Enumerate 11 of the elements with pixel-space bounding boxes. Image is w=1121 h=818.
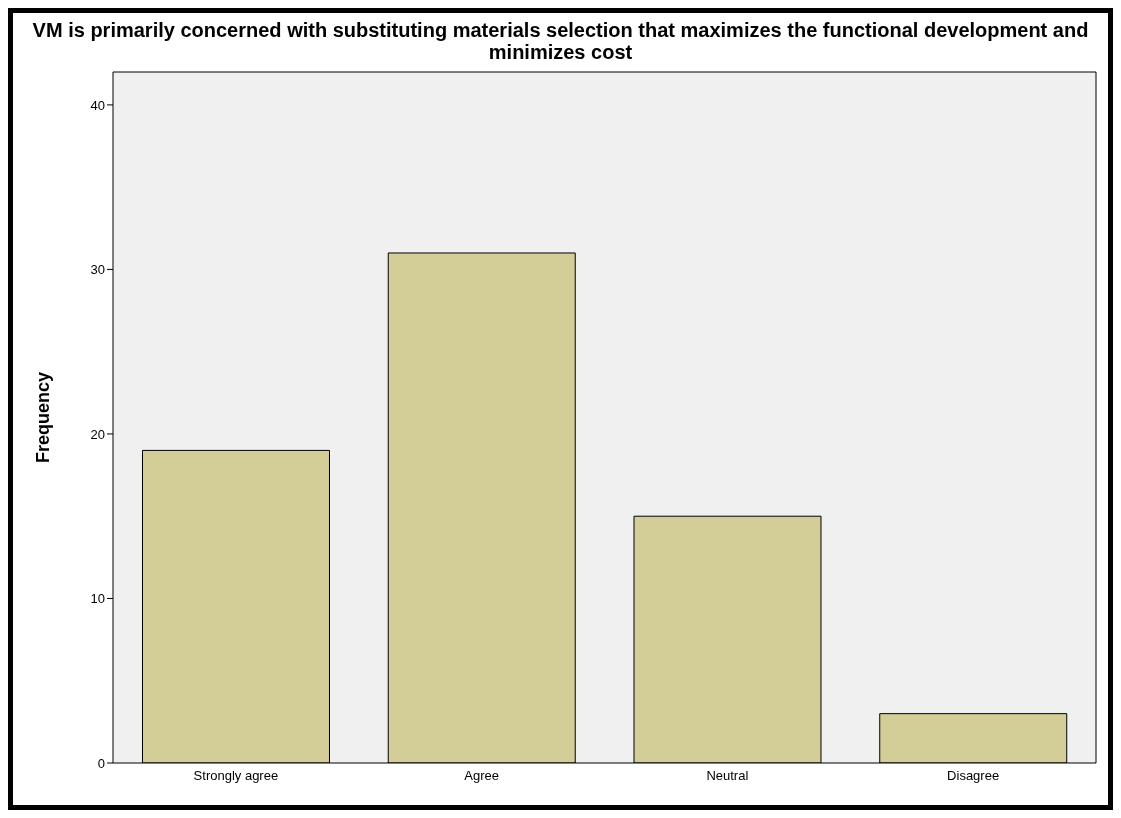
x-tick-label: Neutral [706,768,749,784]
chart-title: VM is primarily concerned with substituting materials selection that maximizes the functional development and minimizes cost [31,19,1090,63]
y-tick-label: 20 [90,426,105,442]
x-tick-label: Agree [464,768,499,784]
y-tick-label: 10 [90,591,105,607]
x-tick-label: Disagree [947,768,1000,784]
y-axis-title: Frequency [33,371,54,464]
x-tick-label: Strongly agree [193,768,279,784]
y-tick-label: 30 [90,262,105,278]
y-tick-label: 0 [97,755,105,771]
y-tick-label: 40 [90,97,105,113]
